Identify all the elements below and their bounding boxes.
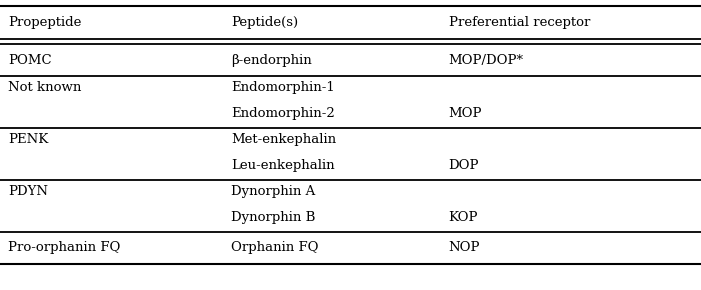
Text: PDYN: PDYN [8, 185, 48, 198]
Text: POMC: POMC [8, 54, 52, 66]
Text: Propeptide: Propeptide [8, 16, 82, 29]
Text: Preferential receptor: Preferential receptor [449, 16, 590, 29]
Text: Endomorphin-1: Endomorphin-1 [231, 81, 335, 94]
Text: Orphanin FQ: Orphanin FQ [231, 242, 319, 254]
Text: KOP: KOP [449, 211, 478, 224]
Text: MOP/DOP*: MOP/DOP* [449, 54, 524, 66]
Text: DOP: DOP [449, 159, 479, 172]
Text: Endomorphin-2: Endomorphin-2 [231, 107, 335, 120]
Text: NOP: NOP [449, 242, 480, 254]
Text: Leu-enkephalin: Leu-enkephalin [231, 159, 335, 172]
Text: Pro-orphanin FQ: Pro-orphanin FQ [8, 242, 121, 254]
Text: Not known: Not known [8, 81, 82, 94]
Text: Dynorphin A: Dynorphin A [231, 185, 315, 198]
Text: MOP: MOP [449, 107, 482, 120]
Text: β-endorphin: β-endorphin [231, 54, 312, 66]
Text: Peptide(s): Peptide(s) [231, 16, 299, 29]
Text: PENK: PENK [8, 133, 48, 146]
Text: Dynorphin B: Dynorphin B [231, 211, 315, 224]
Text: Met-enkephalin: Met-enkephalin [231, 133, 336, 146]
